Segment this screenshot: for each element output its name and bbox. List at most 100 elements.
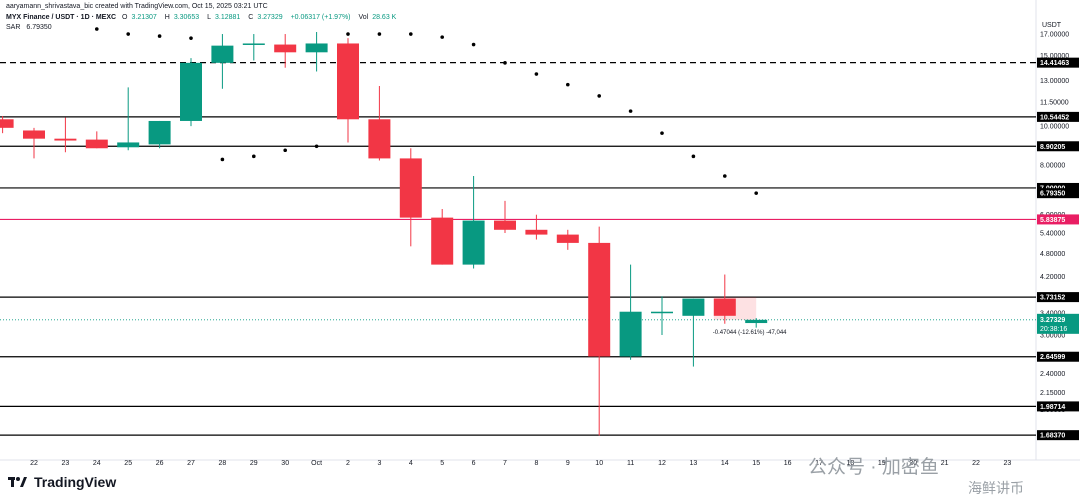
sar-dot <box>283 148 288 153</box>
symbol-row: MYX Finance / USDT · 1D · MEXC O 3.21307 … <box>6 14 400 21</box>
x-tick-label: 20 <box>909 460 917 467</box>
ohlc-low: 3.12881 <box>214 14 241 21</box>
x-tick-label: Oct <box>311 460 322 467</box>
level-label-bg <box>1037 401 1079 412</box>
tradingview-logo-icon <box>8 477 27 487</box>
level-label: 1.98714 <box>1040 404 1065 411</box>
currency-label: USDT <box>1042 22 1062 29</box>
sar-dot <box>126 32 130 36</box>
x-tick-label: 12 <box>658 460 666 467</box>
level-label-bg <box>1037 351 1079 362</box>
x-tick-label: 7 <box>503 460 507 467</box>
y-tick-label: 2.40000 <box>1040 371 1065 378</box>
ohlc-low-key: L <box>207 14 211 21</box>
bar-countdown: 20:38:16 <box>1040 326 1067 333</box>
level-label: 3.73152 <box>1040 295 1065 302</box>
measure-label: -0.47044 (-12.61%) -47,044 <box>713 330 787 336</box>
sar-dot <box>597 94 601 98</box>
candle-body <box>211 45 234 63</box>
x-tick-label: 17 <box>815 460 823 467</box>
y-tick-label: 10.00000 <box>1040 124 1069 131</box>
candle-body <box>274 44 297 53</box>
ohlc-close: 3.27329 <box>257 14 283 21</box>
sar-dot <box>157 34 162 38</box>
x-tick-label: 28 <box>219 460 227 467</box>
ohlc-change: +0.06317 (+1.97%) <box>290 14 351 21</box>
y-tick-label: 5.40000 <box>1040 230 1065 237</box>
sar-dot <box>534 72 539 76</box>
y-tick-label: 11.50000 <box>1040 99 1069 106</box>
level-label-bg <box>1037 111 1079 122</box>
sar-dot <box>409 32 413 36</box>
x-tick-label: 6 <box>472 460 476 467</box>
level-label: 8.90205 <box>1040 144 1065 151</box>
level-label: 2.64599 <box>1040 354 1065 361</box>
tradingview-brand: TradingView <box>34 474 117 490</box>
candle-body <box>713 298 736 316</box>
sar-dot <box>189 36 193 40</box>
candle-body <box>431 217 454 265</box>
x-tick-label: 24 <box>93 460 101 467</box>
candle-body <box>588 242 611 357</box>
level-label-bg <box>1037 214 1079 225</box>
y-tick-label: 4.80000 <box>1040 251 1065 258</box>
x-tick-label: 8 <box>534 460 538 467</box>
indicator-name: SAR <box>6 24 21 31</box>
x-tick-label: 2 <box>346 460 350 467</box>
sar-dot <box>377 32 382 36</box>
candle-body <box>651 311 673 314</box>
level-label-bg <box>1037 57 1079 68</box>
candle-body <box>180 62 202 121</box>
indicator-value: 6.79350 <box>26 24 52 31</box>
x-tick-label: 25 <box>124 460 132 467</box>
watermark-account: 公众号 · 加密鱼 <box>808 457 939 478</box>
x-tick-label: 26 <box>156 460 164 467</box>
y-tick-label: 2.15000 <box>1040 390 1065 397</box>
x-tick-label: 4 <box>409 460 413 467</box>
sar-dot <box>252 154 256 159</box>
sar-dot <box>566 82 570 87</box>
symbol-name: MYX Finance / USDT · 1D · MEXC <box>6 14 117 21</box>
level-label: 10.54452 <box>1040 114 1069 121</box>
sar-dot <box>691 154 696 159</box>
x-tick-label: 13 <box>690 460 698 467</box>
y-tick-label: 17.00000 <box>1040 32 1069 39</box>
x-tick-label: 22 <box>972 460 980 467</box>
candle-body <box>54 138 77 141</box>
sar-dot <box>314 144 319 149</box>
candle-body <box>242 43 265 45</box>
x-tick-label: 18 <box>847 460 855 467</box>
attribution-text: aaryamann_shrivastava_bic created with T… <box>6 3 268 10</box>
level-label: 1.68370 <box>1040 433 1065 440</box>
level-label-bg <box>1037 292 1079 303</box>
sar-label: 6.79350 <box>1040 191 1065 198</box>
x-tick-label: 22 <box>30 460 38 467</box>
ohlc-close-key: C <box>248 14 254 21</box>
sar-dot <box>95 27 99 31</box>
level-label-bg <box>1037 182 1079 193</box>
candle-body <box>619 311 642 357</box>
ohlc-high-key: H <box>164 14 170 21</box>
x-tick-label: 11 <box>627 460 634 467</box>
sar-dot <box>471 42 476 47</box>
last-price-label-bg <box>1037 313 1079 334</box>
y-tick-label: 3.00000 <box>1040 332 1065 339</box>
x-tick-label: 23 <box>1004 460 1012 467</box>
y-tick-label: 13.00000 <box>1040 78 1069 85</box>
tradingview-logo[interactable]: TradingView <box>8 474 116 490</box>
candle-body <box>682 298 705 316</box>
y-tick-label: 4.20000 <box>1040 274 1065 281</box>
indicator-row[interactable]: SAR 6.79350 <box>6 24 56 31</box>
x-tick-label: 9 <box>566 460 570 467</box>
y-tick-label: 8.00000 <box>1040 162 1065 169</box>
sar-dot <box>503 61 507 65</box>
y-tick-label: 15.00000 <box>1040 53 1069 60</box>
x-tick-label: 15 <box>752 460 760 467</box>
sar-dot <box>628 109 633 113</box>
candle-body <box>148 120 171 145</box>
candle-body <box>0 119 14 128</box>
ohlc-open: 3.21307 <box>131 14 157 21</box>
candle-body <box>305 43 328 53</box>
sar-dot <box>754 191 758 195</box>
